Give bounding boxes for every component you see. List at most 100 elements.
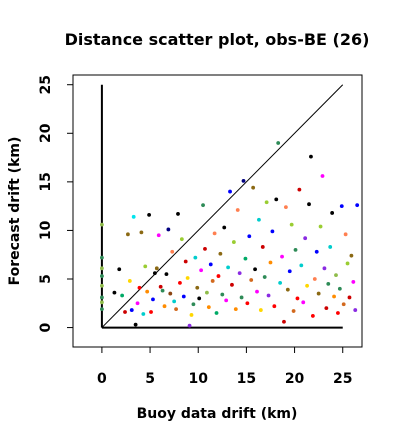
data-point	[120, 293, 125, 298]
data-point	[100, 266, 104, 271]
data-point	[241, 178, 246, 183]
data-point	[276, 141, 281, 145]
data-point	[353, 308, 358, 312]
data-point	[320, 174, 325, 178]
data-point	[170, 249, 175, 254]
x-ticks: 0 5 10 15 20 25	[97, 347, 352, 387]
data-point	[162, 304, 167, 309]
data-point	[100, 222, 104, 227]
data-point	[255, 289, 259, 294]
data-point	[100, 300, 104, 305]
data-point	[258, 308, 263, 312]
data-point	[222, 225, 227, 230]
data-point	[216, 274, 221, 278]
data-point	[154, 266, 159, 271]
data-point	[205, 290, 209, 295]
data-point	[316, 291, 321, 296]
data-point	[178, 280, 182, 285]
data-point	[343, 232, 348, 237]
data-point	[280, 254, 284, 259]
data-point	[145, 289, 150, 294]
data-point	[189, 313, 194, 317]
x-tick-label: 10	[188, 371, 208, 387]
data-point	[226, 265, 230, 270]
data-point	[183, 259, 188, 264]
data-point	[293, 247, 298, 252]
x-tick-label: 20	[285, 371, 305, 387]
data-point	[158, 284, 163, 289]
data-point	[212, 231, 217, 236]
y-tick-label: 20	[38, 123, 54, 143]
data-point	[243, 256, 248, 261]
data-point	[282, 319, 286, 324]
data-point	[251, 185, 256, 190]
y-tick-label: 10	[38, 220, 54, 240]
x-tick-label: 0	[97, 371, 107, 387]
data-point	[347, 295, 352, 300]
data-point	[278, 280, 283, 285]
data-point	[310, 314, 315, 318]
data-point	[237, 271, 242, 276]
data-point	[312, 277, 317, 281]
data-point	[328, 245, 333, 249]
data-point	[341, 302, 346, 307]
data-point	[336, 311, 340, 315]
data-point	[299, 263, 304, 268]
data-point	[249, 278, 254, 282]
data-point	[152, 271, 157, 276]
data-point	[147, 212, 152, 217]
data-point	[318, 224, 323, 229]
data-point	[176, 212, 180, 216]
data-point	[230, 282, 234, 287]
data-point	[297, 187, 302, 192]
data-point	[349, 253, 354, 258]
data-point	[210, 279, 215, 283]
data-point	[141, 312, 146, 316]
y-tick-label: 0	[38, 322, 54, 332]
data-point	[268, 260, 273, 265]
y-axis-label: Forecast drift (km)	[7, 137, 23, 286]
data-point	[208, 262, 213, 267]
data-point	[149, 310, 153, 314]
data-point	[201, 203, 205, 208]
y-tick-label: 15	[38, 172, 54, 191]
data-point	[100, 307, 104, 312]
data-point	[345, 261, 350, 266]
data-point	[307, 202, 311, 207]
data-point	[309, 154, 313, 159]
data-point	[231, 240, 236, 244]
data-point	[185, 276, 190, 280]
data-point	[166, 227, 171, 232]
chart-title: Distance scatter plot, obs-BE (26)	[65, 30, 370, 49]
data-point	[330, 211, 335, 215]
data-point	[291, 309, 296, 313]
data-point	[337, 286, 342, 291]
data-point	[228, 189, 232, 194]
y-tick-label: 5	[38, 274, 54, 284]
data-point	[135, 301, 140, 306]
data-point	[133, 322, 138, 327]
data-point	[203, 246, 207, 251]
data-point	[324, 306, 329, 311]
data-point	[168, 291, 173, 296]
data-point	[224, 298, 229, 303]
data-point	[322, 266, 327, 271]
data-point	[100, 274, 104, 278]
data-point	[351, 280, 356, 284]
data-point	[214, 311, 219, 315]
data-point	[274, 197, 279, 202]
data-point	[164, 272, 169, 277]
data-point	[262, 275, 267, 279]
data-point	[126, 232, 130, 237]
plot-frame	[72, 74, 363, 348]
data-point	[179, 237, 184, 242]
data-point	[193, 255, 198, 260]
data-point	[257, 217, 261, 222]
data-point	[239, 295, 244, 300]
data-point	[289, 222, 294, 227]
data-point	[272, 304, 277, 309]
data-point	[151, 297, 155, 302]
data-point	[305, 283, 309, 288]
data-point	[139, 230, 144, 235]
data-point	[303, 236, 308, 241]
